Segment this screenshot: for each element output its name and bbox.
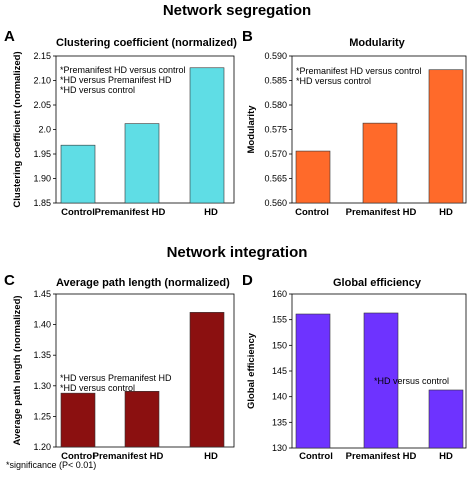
panel-c-category-label: HD [204, 451, 218, 462]
panel-c-title: Average path length (normalized) [56, 277, 230, 289]
panel-a-ytick-label: 1.95 [33, 149, 51, 159]
panel-b-ylabel: Modularity [246, 105, 257, 154]
panel-d-ylabel: Global efficiency [246, 332, 257, 409]
panel-d-bar-1 [363, 312, 399, 449]
panel-c-ylabel: Average path length (normalized) [12, 295, 23, 445]
panel-b-category-label: HD [439, 207, 453, 218]
panel-d-ytick-label: 145 [272, 366, 287, 376]
panel-a-ytick-label: 2.05 [33, 100, 51, 110]
panel-a-annotation: *HD versus control [60, 85, 135, 95]
panel-b-annotation: *Premanifest HD versus control [296, 66, 422, 76]
panel-a-ytick-label: 2.15 [33, 51, 51, 61]
panel-a-ytick-label: 1.90 [33, 174, 51, 184]
panel-d-ytick-label: 155 [272, 315, 287, 325]
panel-d-category-label: HD [439, 451, 453, 462]
panel-a-category-label: Premanifest HD [95, 207, 166, 218]
panel-c-ytick-label: 1.25 [33, 411, 51, 421]
significance-footnote: *significance (P< 0.01) [6, 460, 97, 470]
panel-letter-a: A [4, 28, 15, 45]
panel-c-category-label: Premanifest HD [93, 451, 164, 462]
panel-b-ytick-label: 0.580 [264, 100, 287, 110]
panel-c-ytick-label: 1.20 [33, 442, 51, 452]
panel-d-category-label: Control [299, 451, 333, 462]
panel-a-ytick-label: 1.85 [33, 198, 51, 208]
panel-d-annotation: *HD versus control [374, 376, 449, 386]
panel-d-ytick-label: 160 [272, 289, 287, 299]
integration-title: Network integration [166, 244, 308, 261]
panel-b-bar-1 [362, 122, 398, 204]
panel-a-annotation: *HD versus Premanifest HD [60, 75, 172, 85]
panel-b-bar-2 [428, 69, 464, 204]
panel-b-ytick-label: 0.560 [264, 198, 287, 208]
panel-b-bar-0 [295, 150, 331, 204]
panel-a-ylabel: Clustering coefficient (normalized) [12, 51, 23, 207]
panel-d-category-label: Premanifest HD [346, 451, 417, 462]
panel-d-bar-0 [295, 313, 331, 449]
panel-a-bar-0 [60, 144, 96, 204]
panel-c-ytick-label: 1.45 [33, 289, 51, 299]
panel-c-bar-0 [60, 392, 96, 448]
panel-c-category-label: Control [61, 451, 95, 462]
panel-c-ytick-label: 1.30 [33, 381, 51, 391]
panel-c-annotation: *HD versus Premanifest HD [60, 373, 172, 383]
panel-d-ytick-label: 140 [272, 392, 287, 402]
panel-a-title: Clustering coefficient (normalized) [56, 37, 237, 49]
panel-b-ytick-label: 0.570 [264, 149, 287, 159]
panel-b-annotation: *HD versus control [296, 76, 371, 86]
panel-a-ytick-label: 2.10 [33, 76, 51, 86]
panel-d-ytick-label: 135 [272, 417, 287, 427]
panel-a-category-label: Control [61, 207, 95, 218]
panel-a-annotation: *Premanifest HD versus control [60, 65, 186, 75]
panel-letter-d: D [242, 272, 253, 289]
panel-a-bar-1 [124, 123, 160, 204]
panel-c-ytick-label: 1.35 [33, 350, 51, 360]
panel-d-ytick-label: 130 [272, 443, 287, 453]
panel-d-title: Global efficiency [332, 277, 422, 289]
panel-b-ytick-label: 0.575 [264, 125, 287, 135]
panel-b-ytick-label: 0.590 [264, 51, 287, 61]
panel-d-ytick-label: 150 [272, 340, 287, 350]
panel-c-ytick-label: 1.40 [33, 320, 51, 330]
segregation-title: Network segregation [162, 2, 312, 19]
panel-b-category-label: Control [295, 207, 329, 218]
panel-b-category-label: Premanifest HD [346, 207, 417, 218]
panel-a-category-label: HD [204, 207, 218, 218]
panel-b-title: Modularity [349, 37, 405, 49]
panel-c-bar-2 [189, 312, 225, 448]
panel-letter-c: C [4, 272, 15, 289]
panel-a-ytick-label: 2.0 [38, 125, 51, 135]
panel-c-annotation: *HD versus control [60, 383, 135, 393]
panel-c-bar-1 [124, 391, 160, 448]
panel-a-bar-2 [189, 67, 225, 204]
panel-b-ytick-label: 0.565 [264, 174, 287, 184]
panel-b-ytick-label: 0.585 [264, 76, 287, 86]
panel-letter-b: B [242, 28, 253, 45]
panel-d-bar-2 [428, 389, 464, 449]
